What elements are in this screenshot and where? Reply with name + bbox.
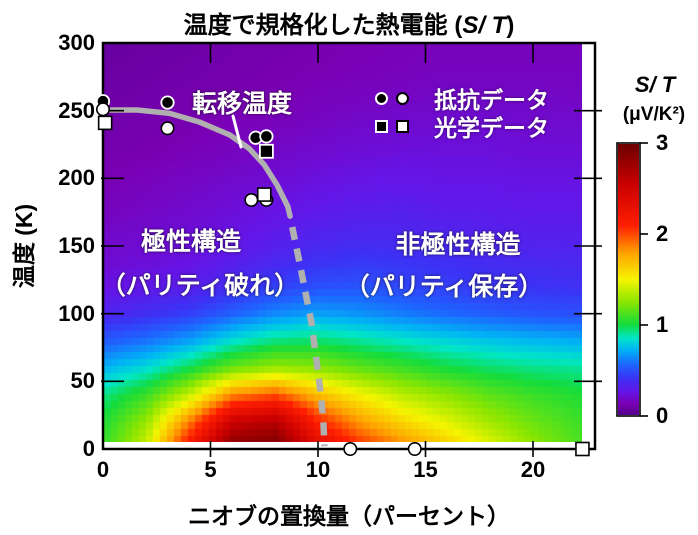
legend-row-resistance: 抵抗データ	[375, 81, 549, 115]
colorbar-tick-label: 0	[656, 403, 669, 428]
legend-row-optical: 光学データ	[375, 109, 549, 143]
colorbar-frame	[616, 142, 641, 417]
x-tick-label: 5	[204, 457, 217, 482]
chart-title-suffix: )	[506, 12, 515, 39]
open-circle-icon	[396, 91, 409, 105]
optical-open-marker	[575, 441, 590, 457]
legend-label-optical: 光学データ	[434, 115, 549, 141]
x-axis-title: ニオブの置換量（パーセント）	[188, 503, 510, 529]
resistance-open-marker	[96, 102, 111, 117]
resistance-open-marker	[160, 121, 175, 136]
y-axis-title: 温度 (K)	[11, 203, 37, 289]
y-tick-label: 300	[58, 30, 95, 55]
x-tick-label: 15	[413, 457, 438, 482]
colorbar-tick-label: 2	[656, 221, 669, 246]
optical-open-marker	[97, 115, 113, 131]
polar-region-label-line2: （パリティ破れ）	[100, 272, 300, 300]
transition-curve-dashed	[289, 226, 328, 447]
colorbar-tick-label: 3	[656, 130, 669, 155]
resistance-open-marker	[244, 192, 259, 207]
transition-pointer-line	[231, 114, 243, 149]
resistance-filled-marker	[160, 95, 175, 110]
colorbar-unit: (μV/K²)	[622, 104, 686, 125]
optical-filled-marker	[258, 143, 274, 159]
transition-temperature-annotation: 転移温度	[191, 90, 293, 118]
x-tick-label: 20	[520, 457, 546, 482]
chart-title: 温度で規格化した熱電能 (S/ T)	[103, 5, 595, 40]
x-tick-label: 0	[96, 457, 110, 482]
y-tick-label: 200	[58, 165, 95, 191]
y-tick-label: 150	[58, 233, 95, 258]
colorbar-gradient	[618, 144, 639, 415]
colorbar-tick-label: 1	[656, 312, 669, 337]
resistance-open-marker	[407, 441, 422, 456]
open-square-icon	[396, 119, 409, 133]
filled-circle-icon	[375, 91, 388, 105]
filled-square-icon	[375, 119, 388, 133]
x-tick-label: 10	[305, 457, 331, 482]
optical-open-marker	[256, 187, 272, 202]
nonpolar-region-label-line1: 非極性構造	[395, 231, 521, 259]
colorbar-title: S/ T	[634, 72, 676, 97]
polar-region-label-line1: 極性構造	[140, 228, 242, 256]
y-tick-label: 50	[70, 368, 95, 394]
y-tick-label: 0	[82, 436, 95, 461]
y-tick-label: 100	[58, 300, 95, 326]
chart-title-math: S/ T	[462, 12, 507, 39]
nonpolar-region-label-line2: （パリティ保存）	[344, 273, 544, 301]
chart-title-text: 温度で規格化した熱電能 (	[183, 12, 463, 39]
heatmap-canvas	[104, 44, 582, 442]
resistance-filled-marker	[259, 129, 274, 144]
legend-label-resistance: 抵抗データ	[434, 87, 549, 113]
resistance-open-marker	[343, 441, 358, 456]
y-tick-label: 250	[58, 97, 95, 123]
